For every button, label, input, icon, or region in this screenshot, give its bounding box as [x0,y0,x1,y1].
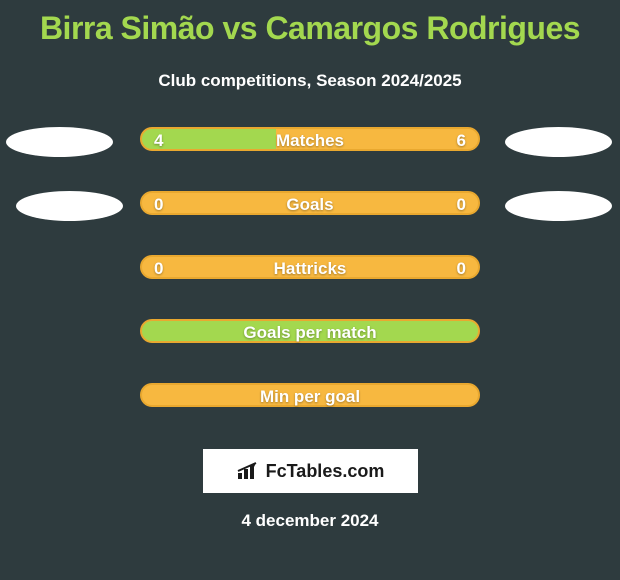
left-ellipse [16,191,123,221]
footer-date: 4 december 2024 [0,511,620,531]
left-ellipse [6,127,113,157]
stat-bar: 46Matches [140,127,480,151]
stat-row: 46Matches [0,125,620,171]
stats-rows-container: 46Matches 00Goals 00Hattricks Goals per mat… [0,125,620,427]
stat-row: 00Goals [0,189,620,235]
page-title: Birra Simão vs Camargos Rodrigues [0,0,620,47]
stat-row: 00Hattricks [0,253,620,299]
stat-label: Hattricks [142,259,478,279]
stat-label: Matches [142,131,478,151]
stat-row: Min per goal [0,381,620,427]
stat-label: Goals [142,195,478,215]
right-ellipse [505,191,612,221]
page-subtitle: Club competitions, Season 2024/2025 [0,71,620,91]
stat-label: Goals per match [142,323,478,343]
stat-bar: Goals per match [140,319,480,343]
stat-bar: 00Goals [140,191,480,215]
brand-logo-box: FcTables.com [203,449,418,493]
barchart-icon [236,461,260,481]
stat-row: Goals per match [0,317,620,363]
brand-text: FcTables.com [266,461,385,482]
stat-bar: 00Hattricks [140,255,480,279]
stat-bar: Min per goal [140,383,480,407]
stat-label: Min per goal [142,387,478,407]
right-ellipse [505,127,612,157]
